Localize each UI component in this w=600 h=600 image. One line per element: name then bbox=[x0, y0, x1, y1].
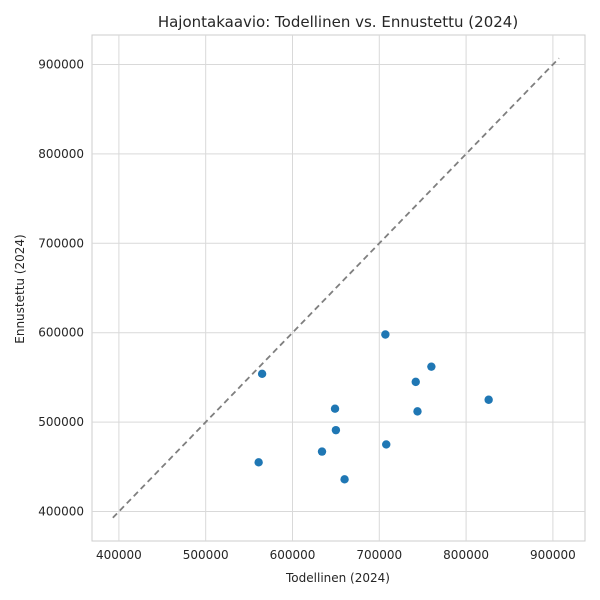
x-tick-label: 800000 bbox=[443, 548, 489, 562]
scatter-point bbox=[330, 404, 340, 413]
scatter-point bbox=[331, 425, 341, 435]
y-axis-label: Ennustettu (2024) bbox=[13, 234, 27, 343]
scatter-point bbox=[254, 458, 263, 467]
scatter-point bbox=[484, 395, 493, 404]
y-tick-label: 700000 bbox=[38, 236, 84, 250]
scatter-point bbox=[317, 447, 327, 456]
x-tick-label: 700000 bbox=[356, 548, 402, 562]
x-tick-label: 600000 bbox=[270, 548, 316, 562]
scatter-point bbox=[257, 369, 267, 379]
scatter-point bbox=[411, 377, 420, 387]
scatter-point bbox=[340, 475, 349, 484]
scatter-point bbox=[382, 440, 391, 449]
x-tick-label: 400000 bbox=[96, 548, 142, 562]
plot-area: 400000 500000 600000 700000 800000 900000 4000… bbox=[38, 34, 586, 562]
y-tick-label: 400000 bbox=[38, 504, 84, 518]
y-tick-label: 900000 bbox=[38, 58, 84, 72]
plot-frame bbox=[91, 34, 586, 542]
chart-title: Hajontakaavio: Todellinen vs. Ennustettu… bbox=[158, 13, 518, 31]
y-tick-label: 500000 bbox=[38, 415, 84, 429]
y-tick-label: 600000 bbox=[38, 326, 84, 340]
y-tick-label: 800000 bbox=[38, 147, 84, 161]
x-tick-label: 900000 bbox=[530, 548, 576, 562]
x-tick-label: 500000 bbox=[183, 548, 229, 562]
scatter-point bbox=[381, 330, 390, 339]
scatter-point bbox=[413, 407, 422, 416]
reference-line bbox=[112, 57, 560, 519]
x-axis-label: Todellinen (2024) bbox=[285, 571, 390, 585]
scatter-point bbox=[427, 362, 436, 371]
